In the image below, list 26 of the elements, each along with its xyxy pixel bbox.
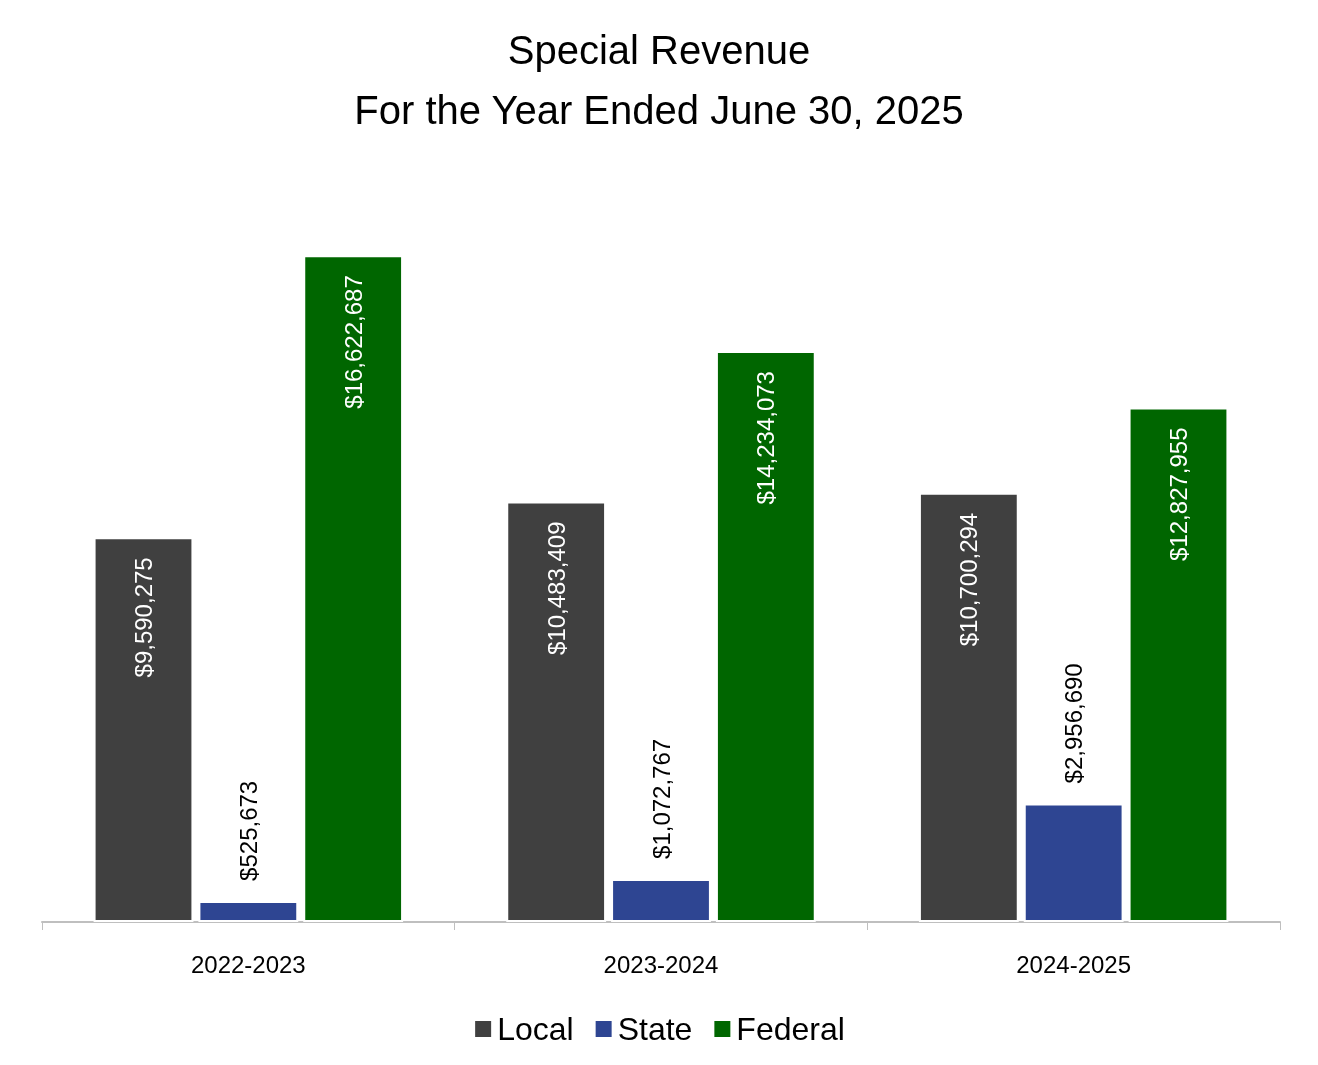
bar	[918, 492, 1019, 922]
bar	[506, 501, 607, 922]
x-tick-label: 2023-2024	[603, 950, 719, 978]
data-label: $9,590,275	[130, 557, 157, 678]
chart-subtitle: For the Year Ended June 30, 2025	[354, 88, 964, 132]
data-label: $2,956,690	[1060, 663, 1088, 784]
data-label: $14,234,073	[752, 371, 780, 505]
chart-title: Special Revenue	[507, 28, 811, 72]
data-label: $12,827,955	[1165, 427, 1192, 561]
bar	[1023, 803, 1124, 922]
legend-label: Local	[497, 1011, 574, 1047]
x-tick-label: 2024-2025	[1016, 950, 1132, 978]
bar	[303, 255, 404, 922]
legend-label: State	[617, 1011, 693, 1047]
bar	[198, 900, 299, 922]
data-label: $16,622,687	[339, 275, 367, 409]
bar	[93, 537, 194, 922]
data-label: $525,673	[234, 780, 262, 881]
data-label: $10,483,409	[542, 521, 570, 655]
data-label: $10,700,294	[955, 512, 983, 647]
bar	[611, 878, 711, 922]
bar	[715, 351, 816, 922]
x-tick-label: 2022-2023	[190, 950, 306, 978]
legend-label: Federal	[736, 1011, 845, 1047]
data-label: $1,072,767	[647, 738, 675, 859]
bar	[1128, 407, 1229, 922]
